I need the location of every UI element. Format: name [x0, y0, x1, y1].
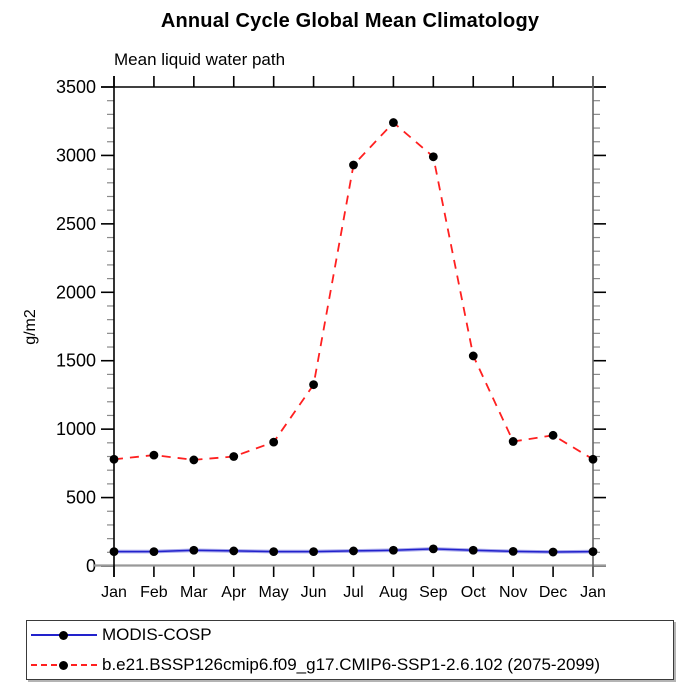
data-point-marker: [149, 450, 159, 460]
data-point-marker: [428, 152, 438, 162]
x-tick-label: Sep: [419, 584, 448, 601]
data-point-marker: [468, 351, 478, 361]
data-point-marker: [309, 547, 318, 557]
data-point-marker: [309, 380, 318, 390]
data-point-marker: [389, 545, 398, 555]
x-tick-label: Mar: [180, 584, 208, 601]
chart-plot-svg: 0 500 1000 1500 2000 2500 3000 3500 Jan Feb Mar Apr…: [56, 76, 606, 601]
data-point-marker: [508, 546, 518, 556]
data-point-marker: [468, 545, 478, 555]
x-tick-label: Apr: [221, 584, 247, 601]
legend-marker-dot-icon: [59, 661, 68, 670]
y-tick-label: 1500: [56, 351, 96, 371]
legend-row-model: b.e21.BSSP126cmip6.f09_g17.CMIP6-SSP1-2.…: [31, 652, 673, 678]
data-point-marker: [229, 546, 239, 556]
legend-label-modis: MODIS-COSP: [102, 625, 212, 644]
x-tick-label: May: [259, 584, 289, 601]
x-tick-label: Jan: [101, 584, 127, 601]
data-point-marker: [548, 547, 558, 557]
x-tick-label: Jun: [301, 584, 327, 601]
x-tick-label: Oct: [461, 584, 486, 601]
data-point-marker: [189, 545, 199, 555]
data-point-marker: [269, 547, 279, 557]
y-tick-label: 1000: [56, 419, 96, 439]
data-point-marker: [109, 547, 119, 557]
y-tick-label: 3500: [56, 77, 96, 97]
data-point-marker: [588, 454, 598, 464]
data-point-marker: [349, 546, 358, 556]
legend-row-modis: MODIS-COSP: [31, 622, 673, 648]
x-tick-label: Jul: [343, 584, 363, 601]
data-point-marker: [548, 430, 558, 440]
data-point-marker: [229, 452, 239, 461]
data-point-marker: [269, 437, 279, 447]
x-tick-label: Dec: [539, 584, 567, 601]
x-tick-label: Aug: [379, 584, 407, 601]
data-point-marker: [189, 455, 199, 465]
x-tick-label: Jan: [580, 584, 606, 601]
legend-label-model: b.e21.BSSP126cmip6.f09_g17.CMIP6-SSP1-2.…: [102, 655, 601, 674]
legend-box: MODIS-COSP b.e21.BSSP126cmip6.f09_g17.CM…: [26, 620, 674, 680]
x-tick-label: Feb: [140, 584, 168, 601]
y-tick-label: 0: [86, 556, 96, 576]
data-point-marker: [588, 547, 598, 557]
legend-marker-dot-icon: [59, 631, 68, 640]
data-point-marker: [349, 160, 358, 170]
data-point-marker: [109, 454, 119, 464]
legend-line-swatch-dashed-red: [31, 661, 97, 670]
y-tick-label: 500: [66, 488, 96, 508]
legend-line-swatch-solid-blue: [31, 631, 97, 640]
data-point-marker: [508, 437, 518, 446]
data-point-marker: [149, 547, 159, 557]
data-point-marker: [389, 118, 398, 127]
data-point-marker: [428, 544, 438, 554]
y-tick-label: 3000: [56, 145, 96, 165]
y-tick-label: 2000: [56, 282, 96, 302]
chart-title: Annual Cycle Global Mean Climatology: [160, 10, 540, 32]
y-tick-label: 2500: [56, 214, 96, 234]
x-tick-label: Nov: [499, 584, 527, 601]
chart-subtitle: Mean liquid water path: [114, 50, 286, 69]
